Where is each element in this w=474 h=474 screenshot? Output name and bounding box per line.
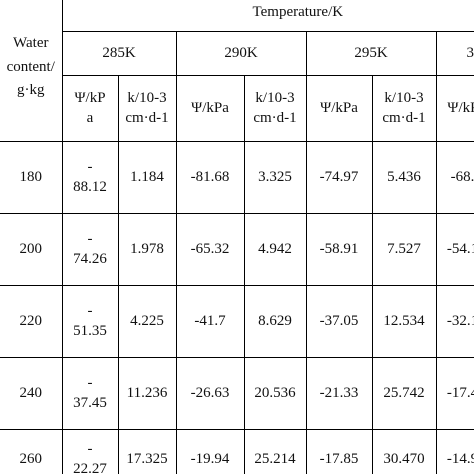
table-cell: 5.436	[371, 141, 436, 214]
water-content-cell: 220	[0, 285, 62, 358]
water-content-cell: 260	[19, 451, 43, 468]
temp-290-label: 290K	[224, 44, 258, 61]
temp-285-label: 285K	[102, 44, 136, 61]
table-cell: 30.470	[371, 429, 436, 474]
table-cell: 8.629	[243, 285, 306, 358]
table-cell: 17.325	[117, 429, 176, 474]
water-content-cell: 240	[0, 357, 62, 430]
table-cell: -41.7	[175, 285, 244, 358]
table-cell: -54.17	[435, 213, 474, 286]
table-cell: 11.236	[117, 357, 176, 430]
water-content-cell: 180	[0, 141, 62, 214]
table-cell: -17.85	[305, 429, 372, 474]
table-cell: 20.536	[243, 357, 306, 430]
temp-295-header: 295K	[305, 31, 436, 76]
table-cell: - 37.45	[61, 357, 118, 430]
table-cell: - 74.26	[61, 213, 118, 286]
k-295-header: k/10-3 cm·d-1	[371, 75, 436, 142]
table-cell: 25.742	[371, 357, 436, 430]
k-285-label: k/10-3 cm·d-1	[125, 89, 169, 126]
table-cell: -14.96	[435, 429, 474, 474]
table-row: 180 - 88.12 1.184 -81.68 3.325 -74.97 5.…	[0, 141, 474, 214]
temp-290-header: 290K	[175, 31, 306, 76]
table-cell: -58.91	[305, 213, 372, 286]
table-cell: 4.225	[117, 285, 176, 358]
table-cell: -26.63	[175, 357, 244, 430]
water-content-label: Water content/ g·kg	[6, 35, 55, 98]
table-cell: -68.8	[435, 141, 474, 214]
table-row: 220 - 51.35 4.225 -41.7 8.629 -37.05 12.…	[0, 285, 474, 358]
table-cell: 1.978	[117, 213, 176, 286]
psi-290-header: Ψ/kPa	[175, 75, 244, 142]
psi-290-label: Ψ/kPa	[191, 99, 229, 116]
temp-300-label: 30	[466, 44, 474, 61]
table-cell: 12.534	[371, 285, 436, 358]
psi-300-header: Ψ/kPa	[435, 75, 474, 142]
table-cell: -19.94	[175, 429, 244, 474]
psi-295-header: Ψ/kPa	[305, 75, 372, 142]
psi-285-header: Ψ/kP a	[61, 75, 118, 142]
table-cell: -74.97	[305, 141, 372, 214]
table-cell: -17.42	[435, 357, 474, 430]
temp-285-header: 285K	[61, 31, 176, 76]
table-cell: -81.68	[175, 141, 244, 214]
temperature-label: Temperature/K	[252, 4, 344, 21]
table-cell: - 22.27	[61, 429, 118, 474]
table-cell: -37.05	[305, 285, 372, 358]
table-row: 260 - 22.27 17.325 -19.94 25.214 -17.85 …	[0, 429, 474, 474]
water-content-cell: 200	[0, 213, 62, 286]
table-cell: 1.184	[117, 141, 176, 214]
temp-300-header: 30	[435, 31, 474, 76]
psi-295-label: Ψ/kPa	[320, 99, 358, 116]
table-cell: - 88.12	[61, 141, 118, 214]
table-row: 200 - 74.26 1.978 -65.32 4.942 -58.91 7.…	[0, 213, 474, 286]
water-content-header: Water content/ g·kg	[0, 0, 62, 142]
psi-285-label: Ψ/kP a	[74, 89, 106, 126]
k-290-header: k/10-3 cm·d-1	[243, 75, 306, 142]
table-cell: 3.325	[243, 141, 306, 214]
k-290-label: k/10-3 cm·d-1	[253, 89, 297, 126]
table-cell: -21.33	[305, 357, 372, 430]
temp-295-label: 295K	[354, 44, 388, 61]
k-295-label: k/10-3 cm·d-1	[382, 89, 426, 126]
table-cell: 4.942	[243, 213, 306, 286]
table-cell: -32.15	[435, 285, 474, 358]
table-cell: 25.214	[243, 429, 306, 474]
temperature-header: Temperature/K	[61, 0, 474, 32]
table-cell: - 51.35	[61, 285, 118, 358]
psi-300-label: Ψ/kPa	[447, 99, 474, 116]
table-cell: 7.527	[371, 213, 436, 286]
table-row: 240 - 37.45 11.236 -26.63 20.536 -21.33 …	[0, 357, 474, 430]
k-285-header: k/10-3 cm·d-1	[117, 75, 176, 142]
table-cell: -65.32	[175, 213, 244, 286]
